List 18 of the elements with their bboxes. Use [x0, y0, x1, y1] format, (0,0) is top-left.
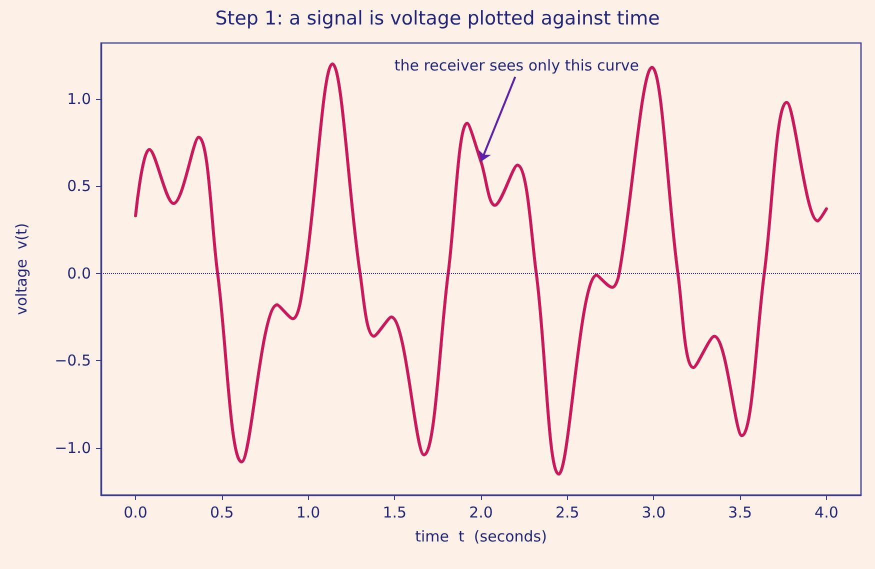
x-axis-title: time t (seconds): [415, 528, 547, 546]
chart-title: Step 1: a signal is voltage plotted against time: [215, 8, 660, 30]
x-tick-label: 2.5: [555, 504, 580, 522]
x-tick-label: 4.0: [814, 504, 838, 522]
x-tick-label: 1.0: [296, 504, 320, 522]
x-tick-label: 1.5: [382, 504, 407, 522]
x-tick-label: 3.5: [728, 504, 752, 522]
x-tick-label: 2.0: [469, 504, 493, 522]
x-tick-label: 3.0: [642, 504, 666, 522]
x-tick-label: 0.0: [124, 504, 148, 522]
y-tick-label: 0.0: [67, 264, 91, 282]
annotation: the receiver sees only this curve: [394, 56, 640, 75]
y-tick-label: −0.5: [54, 352, 91, 370]
y-axis-title: voltage v(t): [12, 222, 30, 316]
y-tick-label: 1.0: [67, 90, 91, 108]
y-tick-label: −1.0: [54, 438, 91, 457]
x-tick-label: 0.5: [210, 504, 234, 522]
y-tick-label: 0.5: [67, 177, 91, 196]
